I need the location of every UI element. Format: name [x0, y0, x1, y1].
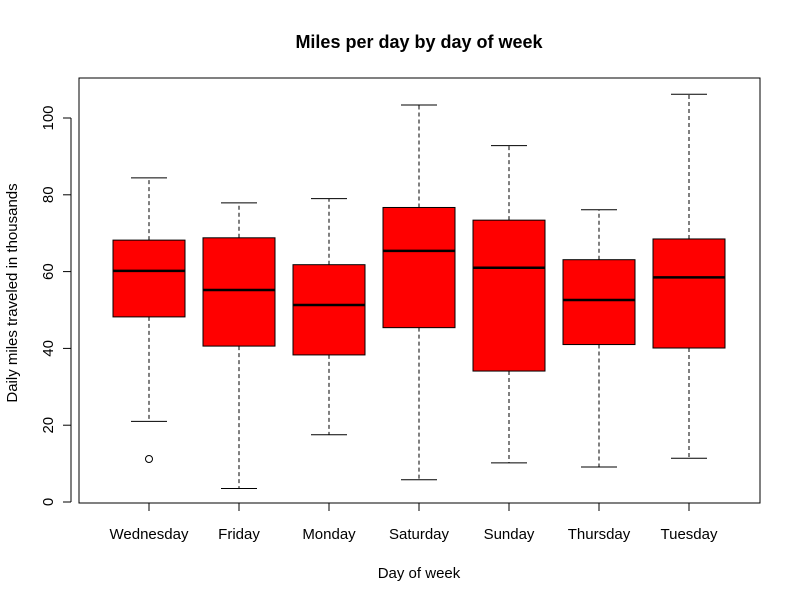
y-axis-label: Daily miles traveled in thousands: [4, 183, 21, 402]
box-thursday: [562, 209, 636, 468]
box-tuesday: [652, 93, 726, 459]
x-tick-label-wednesday: Wednesday: [110, 526, 189, 543]
chart-title: Miles per day by day of week: [295, 32, 543, 52]
box-friday: [202, 202, 276, 490]
box-saturday: [382, 104, 456, 481]
x-tick-label-tuesday: Tuesday: [661, 526, 718, 543]
y-axis: 0 20 40 60 80 100: [40, 105, 72, 506]
iqr-box: [562, 259, 636, 346]
x-tick-label-thursday: Thursday: [568, 526, 631, 543]
boxes-group: [112, 93, 726, 490]
y-tick-label: 60: [40, 263, 57, 280]
x-tick-label-saturday: Saturday: [389, 526, 450, 543]
y-tick-label: 40: [40, 340, 57, 357]
x-tick-label-sunday: Sunday: [484, 526, 535, 543]
box-sunday: [472, 145, 546, 464]
x-axis-label: Day of week: [378, 565, 461, 582]
iqr-box: [112, 239, 186, 318]
iqr-box: [292, 264, 366, 356]
x-axis: Wednesday Friday Monday Saturday Sunday Thurs…: [110, 502, 718, 543]
x-tick-label-friday: Friday: [218, 526, 260, 543]
iqr-box: [382, 206, 456, 329]
box-monday: [292, 198, 366, 436]
iqr-box: [472, 219, 546, 372]
iqr-box: [202, 237, 276, 347]
x-tick-label-monday: Monday: [302, 526, 356, 543]
y-tick-label: 0: [40, 498, 57, 506]
box-wednesday: [112, 177, 186, 463]
iqr-box: [652, 238, 726, 349]
outlier-point: [145, 454, 153, 463]
y-tick-label: 100: [40, 105, 57, 130]
y-tick-label: 80: [40, 186, 57, 203]
y-tick-label: 20: [40, 417, 57, 434]
